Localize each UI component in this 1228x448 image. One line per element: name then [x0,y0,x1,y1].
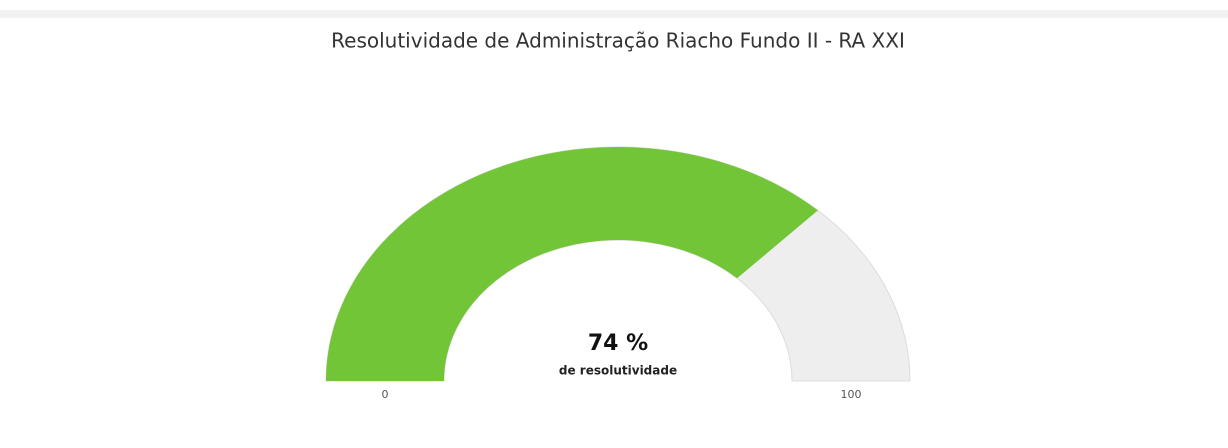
value-label: 74 % [588,331,648,356]
tick-label: 0 [382,388,389,401]
gauge-value [326,147,818,381]
chart-title: Resolutividade de Administração Riacho F… [331,29,905,53]
top-bar [0,10,1228,18]
tick-label: 100 [841,388,862,401]
value-subtitle: de resolutividade [559,364,677,378]
